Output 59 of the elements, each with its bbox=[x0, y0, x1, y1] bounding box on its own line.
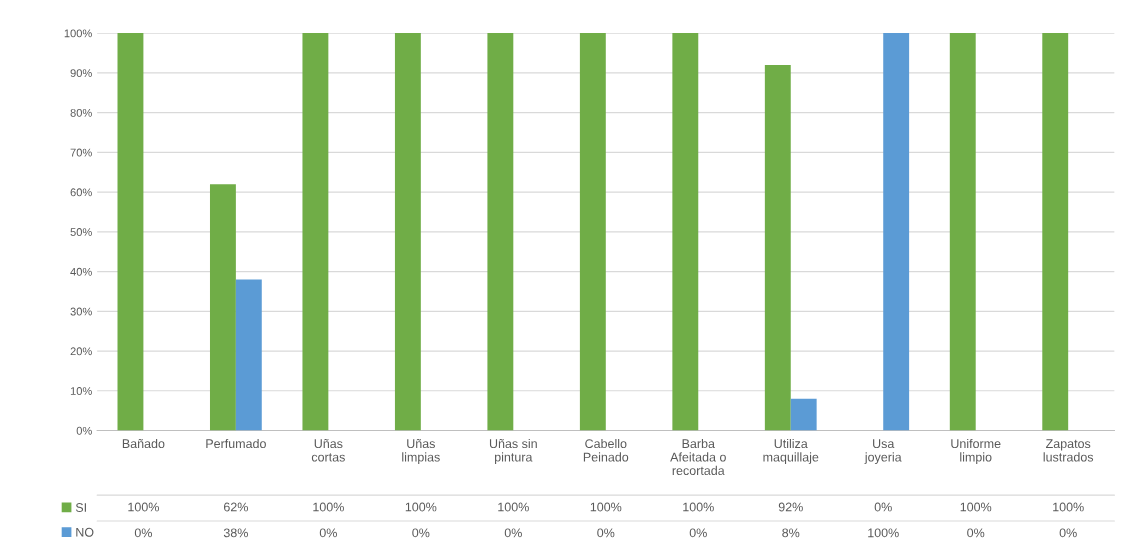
data-label: 0% bbox=[319, 528, 337, 538]
bar bbox=[579, 33, 606, 431]
y-tick-label: 30% bbox=[70, 307, 92, 316]
x-tick-label: Cabello Peinado bbox=[583, 438, 629, 462]
data-label: 100% bbox=[1053, 502, 1084, 512]
data-label: 0% bbox=[134, 528, 152, 538]
y-tick-label: 40% bbox=[70, 267, 92, 276]
y-tick-label: 70% bbox=[70, 148, 92, 157]
data-label: 100% bbox=[498, 502, 529, 512]
bar bbox=[302, 33, 329, 431]
y-tick-label: 100% bbox=[64, 29, 92, 38]
bar bbox=[883, 33, 910, 431]
bar bbox=[672, 33, 699, 431]
data-label: 100% bbox=[313, 502, 344, 512]
y-tick-label: 80% bbox=[70, 108, 92, 117]
x-tick-label: Zapatos lustrados bbox=[1043, 439, 1094, 462]
y-tick-label: 90% bbox=[70, 69, 92, 77]
data-label: 100% bbox=[128, 502, 159, 512]
bar bbox=[487, 33, 514, 431]
x-tick-label: Perfumado bbox=[206, 438, 266, 449]
data-label: 0% bbox=[967, 528, 985, 538]
y-tick-label: 10% bbox=[70, 387, 92, 395]
bar bbox=[209, 184, 236, 431]
data-label: 8% bbox=[782, 528, 800, 538]
y-tick-label: 20% bbox=[70, 347, 92, 356]
data-label: 0% bbox=[689, 528, 707, 538]
data-label: 62% bbox=[224, 502, 248, 512]
y-tick-label: 60% bbox=[70, 188, 92, 197]
bar bbox=[1042, 33, 1069, 431]
bar bbox=[949, 33, 976, 431]
data-label: 0% bbox=[874, 502, 892, 512]
bar bbox=[235, 279, 262, 431]
x-tick-label: Uniforme limpio bbox=[951, 438, 1001, 465]
x-tick-label: Barba Afeitada o recortada bbox=[670, 438, 726, 475]
bar bbox=[790, 398, 817, 431]
data-label: 0% bbox=[504, 528, 522, 538]
data-label: 38% bbox=[223, 528, 248, 538]
x-tick-label: Uñas cortas bbox=[311, 438, 345, 462]
data-label: 100% bbox=[868, 528, 899, 538]
data-label: 0% bbox=[597, 528, 615, 538]
x-tick-label: Utiliza maquillaje bbox=[763, 438, 819, 465]
x-tick-label: Uñas limpias bbox=[402, 438, 440, 465]
data-label: 100% bbox=[405, 502, 437, 512]
bar bbox=[394, 33, 421, 431]
legend-label: NO bbox=[76, 527, 94, 537]
data-label: 100% bbox=[960, 502, 992, 512]
x-tick-label: Uñas sin pintura bbox=[489, 438, 537, 465]
data-label: 0% bbox=[412, 528, 430, 538]
bar bbox=[764, 64, 791, 431]
x-tick-label: Usa joyeria bbox=[864, 439, 902, 465]
x-tick-label: Bañado bbox=[122, 438, 165, 449]
data-label: 100% bbox=[683, 502, 714, 512]
y-tick-label: 50% bbox=[70, 228, 92, 236]
bar bbox=[117, 33, 144, 431]
data-label: 100% bbox=[590, 502, 622, 512]
data-label: 0% bbox=[1059, 528, 1077, 538]
legend-label: SI bbox=[75, 503, 86, 512]
y-tick-label: 0% bbox=[76, 426, 92, 435]
data-label: 92% bbox=[778, 502, 803, 512]
